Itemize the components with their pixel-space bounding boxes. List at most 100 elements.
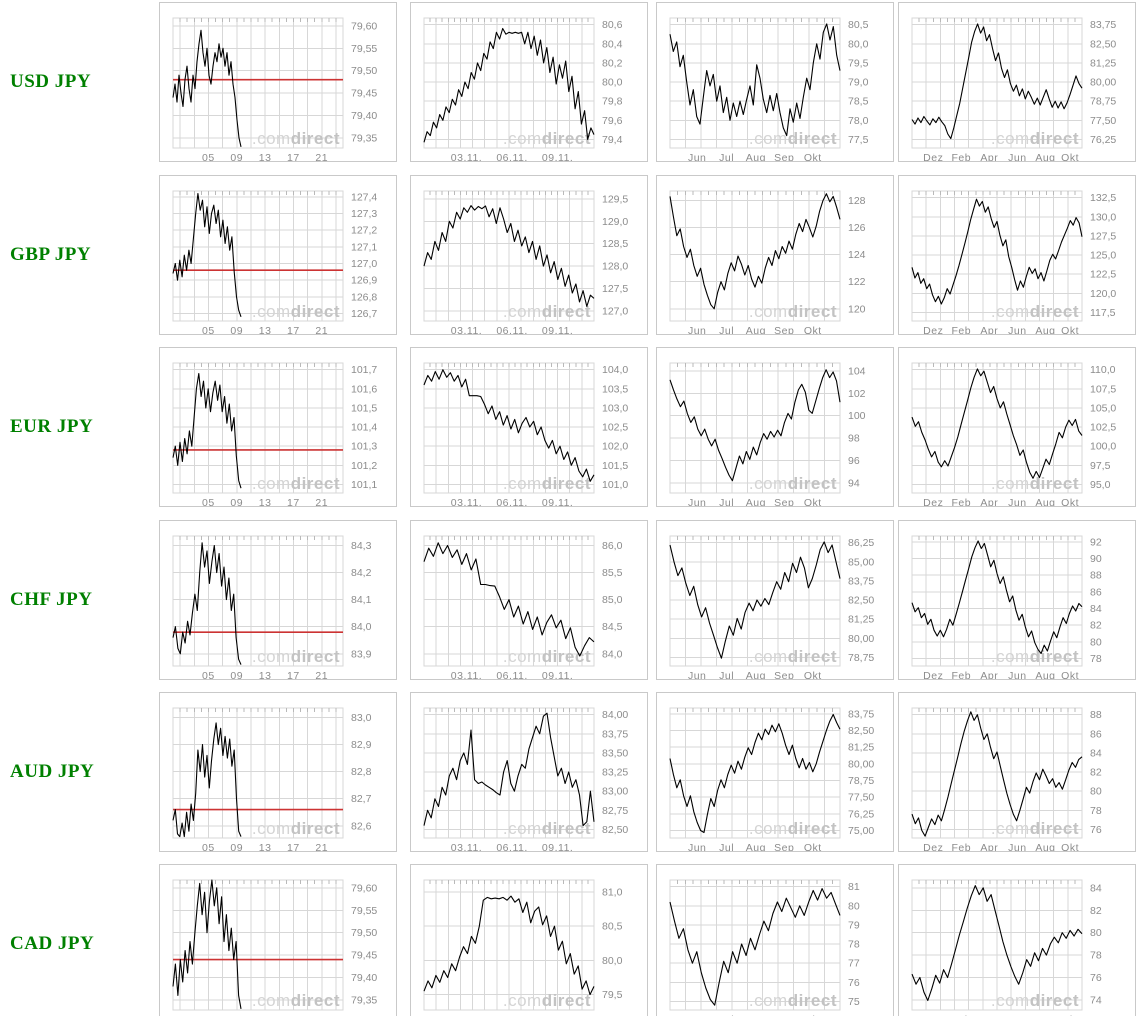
x-axis-tick-label: Jul — [719, 670, 734, 679]
price-series-line — [669, 193, 841, 310]
y-axis-tick-label: 126,9 — [351, 275, 377, 287]
y-axis-tick-label: 122 — [848, 276, 866, 288]
y-axis-tick-label: 79,8 — [602, 96, 623, 108]
y-axis-tick-label: 101,6 — [351, 383, 377, 395]
chart-canvas: 92 90 88 86 84 82 80 78 .comdirect Dez Feb Apr Jun Au… — [911, 535, 1102, 679]
currency-pair-label: CAD JPY — [10, 933, 95, 954]
chart-usd-jpy-5day[interactable]: 80,6 80,4 80,2 80,0 79,8 79,6 79,4 .comdirect 03… — [410, 2, 648, 162]
y-axis-tick-label: 82 — [1090, 905, 1102, 917]
comdirect-watermark: .comdirect — [252, 302, 340, 321]
comdirect-watermark: .comdirect — [252, 474, 340, 493]
y-axis-tick-label: 107,5 — [1090, 383, 1116, 395]
chart-eur-jpy-6month[interactable]: 104 102 100 98 96 94 .comdirect Jun Jul Aug Sep Okt — [656, 347, 894, 507]
y-axis-tick-label: 80 — [1090, 927, 1102, 939]
chart-aud-jpy-intraday[interactable]: 83,0 82,9 82,8 82,7 82,6 .comdirect 05 09 13 17 21 — [159, 692, 397, 852]
y-axis-tick-label: 127,0 — [602, 305, 628, 317]
y-axis-tick-label: 129,0 — [602, 216, 628, 228]
x-axis-tick-label: Jun — [1008, 670, 1026, 679]
x-axis-tick-label: 05 — [202, 152, 215, 161]
price-series-line — [669, 541, 841, 659]
y-axis-tick-label: 81,0 — [602, 886, 623, 898]
y-axis-tick-label: 81 — [848, 881, 860, 893]
x-axis-tick-label: 09 — [230, 1014, 243, 1016]
x-axis-tick-label: 13 — [259, 842, 272, 851]
chart-canvas: 101,7 101,6 101,5 101,4 101,3 101,2 101,1 .comd… — [172, 362, 377, 506]
chart-cad-jpy-intraday[interactable]: 79,60 79,55 79,50 79,45 79,40 79,35 .comdirect… — [159, 864, 397, 1016]
price-series-line — [423, 895, 595, 996]
chart-canvas: 83,75 82,50 81,25 80,00 78,75 77,50 76,25 .comd… — [911, 17, 1116, 161]
y-axis-tick-label: 79,60 — [351, 20, 377, 32]
y-axis-tick-label: 80,0 — [602, 955, 623, 967]
price-series-line — [423, 712, 595, 827]
x-axis-tick-label: Okt — [804, 670, 822, 679]
chart-gbp-jpy-5day[interactable]: 129,5 129,0 128,5 128,0 127,5 127,0 .comdirect… — [410, 175, 648, 335]
y-axis-tick-label: 78 — [848, 939, 860, 951]
comdirect-watermark: .comdirect — [252, 819, 340, 838]
chart-chf-jpy-intraday[interactable]: 84,3 84,2 84,1 84,0 83,9 .comdirect 05 09 13 17 21 — [159, 520, 397, 680]
y-axis-tick-label: 79,35 — [351, 132, 377, 144]
x-axis-tick-label: Sep — [774, 670, 794, 679]
chart-cad-jpy-6month[interactable]: 81 80 79 78 77 76 75 .comdirect Jun Jul Aug Sep Okt — [656, 864, 894, 1016]
chart-gbp-jpy-intraday[interactable]: 127,4 127,3 127,2 127,1 127,0 126,9 126,8 126,7… — [159, 175, 397, 335]
y-axis-tick-label: 83,50 — [602, 747, 628, 759]
x-axis-tick-label: Feb — [952, 325, 972, 334]
y-axis-tick-label: 84,1 — [351, 594, 372, 606]
chart-canvas: 79,60 79,55 79,50 79,45 79,40 79,35 .comdirect… — [172, 17, 377, 161]
chart-eur-jpy-5day[interactable]: 104,0 103,5 103,0 102,5 102,0 101,5 101,0 .comd… — [410, 347, 648, 507]
y-axis-tick-label: 97,5 — [1090, 460, 1111, 472]
x-axis-tick-label: 21 — [315, 325, 328, 334]
chart-cad-jpy-5day[interactable]: 81,0 80,5 80,0 79,5 .comdirect 03.11. 06.11. 09… — [410, 864, 648, 1016]
chart-canvas: 104 102 100 98 96 94 .comdirect Jun Jul Aug Sep Okt — [669, 362, 866, 506]
y-axis-tick-label: 84,3 — [351, 540, 372, 552]
y-axis-tick-label: 81,25 — [848, 614, 874, 626]
x-axis-tick-label: Aug — [746, 670, 766, 679]
y-axis-tick-label: 82,75 — [602, 805, 628, 817]
x-axis-tick-label: Apr — [980, 325, 998, 334]
chart-aud-jpy-1year[interactable]: 88 86 84 82 80 78 76 .comdirect Dez Feb Apr Jun Aug O… — [898, 692, 1136, 852]
x-axis-tick-label: Feb — [952, 152, 972, 161]
y-axis-tick-label: 94 — [848, 477, 860, 489]
y-axis-tick-label: 84 — [1090, 747, 1102, 759]
chart-gbp-jpy-1year[interactable]: 132,5 130,0 127,5 125,0 122,5 120,0 117,5 .comd… — [898, 175, 1136, 335]
x-axis-tick-label: 17 — [287, 842, 300, 851]
currency-pair-label: EUR JPY — [10, 416, 94, 437]
chart-gbp-jpy-6month[interactable]: 128 126 124 122 120 .comdirect Jun Jul Aug Sep Okt — [656, 175, 894, 335]
chart-chf-jpy-1year[interactable]: 92 90 88 86 84 82 80 78 .comdirect Dez Feb Apr Jun Au… — [898, 520, 1136, 680]
comdirect-watermark: .comdirect — [503, 302, 591, 321]
y-axis-tick-label: 79,45 — [351, 88, 377, 100]
x-axis-tick-label: Sep — [774, 325, 794, 334]
chart-eur-jpy-1year[interactable]: 110,0 107,5 105,0 102,5 100,0 97,5 95,0 .comdir… — [898, 347, 1136, 507]
chart-usd-jpy-intraday[interactable]: 79,60 79,55 79,50 79,45 79,40 79,35 .comdirect… — [159, 2, 397, 162]
chart-cad-jpy-1year[interactable]: 84 82 80 78 76 74 .comdirect Dez Feb Apr Jun Aug Okt — [898, 864, 1136, 1016]
chart-canvas: 83,75 82,50 81,25 80,00 78,75 77,50 76,25 75,00… — [669, 707, 874, 851]
chart-canvas: 86,0 85,5 85,0 84,5 84,0 .comdirect 03.11. 06.1… — [423, 535, 623, 679]
x-axis-tick-label: Feb — [952, 842, 972, 851]
chart-aud-jpy-5day[interactable]: 84,00 83,75 83,50 83,25 83,00 82,75 82,50 .comd… — [410, 692, 648, 852]
y-axis-tick-label: 84 — [1090, 603, 1102, 615]
y-axis-tick-label: 102,5 — [602, 422, 628, 434]
x-axis-tick-label: Aug — [1035, 670, 1055, 679]
x-axis-tick-label: 06.11. — [496, 152, 527, 161]
chart-canvas: 127,4 127,3 127,2 127,1 127,0 126,9 126,8 126,7… — [172, 190, 377, 334]
y-axis-tick-label: 82 — [1090, 767, 1102, 779]
y-axis-tick-label: 79,0 — [848, 77, 869, 89]
chart-canvas: 110,0 107,5 105,0 102,5 100,0 97,5 95,0 .comdir… — [911, 362, 1116, 506]
x-axis-tick-label: Feb — [952, 497, 972, 506]
y-axis-tick-label: 92 — [1090, 536, 1102, 548]
y-axis-tick-label: 80,0 — [848, 38, 869, 50]
chart-usd-jpy-6month[interactable]: 80,5 80,0 79,5 79,0 78,5 78,0 77,5 .comdirect Ju… — [656, 2, 894, 162]
chart-chf-jpy-6month[interactable]: 86,25 85,00 83,75 82,50 81,25 80,00 78,75 .comd… — [656, 520, 894, 680]
x-axis-tick-label: 13 — [259, 152, 272, 161]
chart-chf-jpy-5day[interactable]: 86,0 85,5 85,0 84,5 84,0 .comdirect 03.11. 06.1… — [410, 520, 648, 680]
x-axis-tick-label: Jul — [719, 1014, 734, 1016]
chart-eur-jpy-intraday[interactable]: 101,7 101,6 101,5 101,4 101,3 101,2 101,1 .comd… — [159, 347, 397, 507]
comdirect-watermark: .comdirect — [749, 129, 837, 148]
y-axis-tick-label: 79,40 — [351, 972, 377, 984]
chart-usd-jpy-1year[interactable]: 83,75 82,50 81,25 80,00 78,75 77,50 76,25 .comd… — [898, 2, 1136, 162]
y-axis-tick-label: 79,60 — [351, 882, 377, 894]
x-axis-tick-label: Jul — [719, 325, 734, 334]
chart-aud-jpy-6month[interactable]: 83,75 82,50 81,25 80,00 78,75 77,50 76,25 75,00… — [656, 692, 894, 852]
y-axis-tick-label: 80,00 — [1090, 77, 1116, 89]
y-axis-tick-label: 77,5 — [848, 134, 869, 146]
y-axis-tick-label: 101,5 — [351, 402, 377, 414]
